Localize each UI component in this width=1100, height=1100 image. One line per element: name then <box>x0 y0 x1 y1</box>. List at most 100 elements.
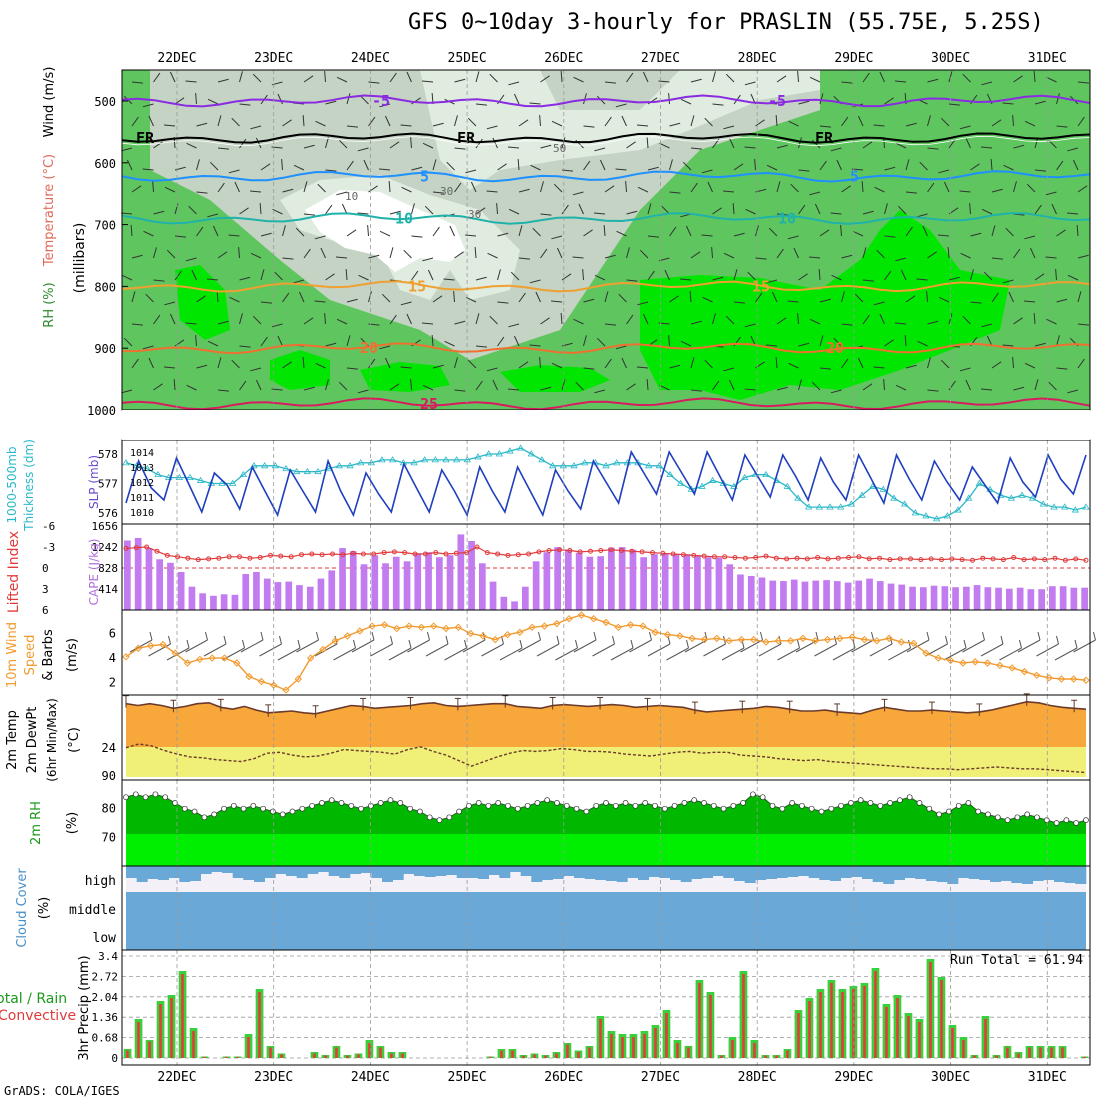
surface-wind-barb-flag <box>260 631 264 641</box>
li-point <box>123 545 129 551</box>
rh2m-point <box>299 805 306 812</box>
wind10m-axis-title-4: (m/s) <box>65 638 80 672</box>
wind-barb <box>615 168 627 171</box>
li-point <box>939 557 944 563</box>
wind-barb <box>1002 279 1014 284</box>
wind-barb <box>252 73 262 83</box>
precip-convective-bar <box>951 1028 954 1058</box>
thickness-point <box>260 462 269 469</box>
wind-barb <box>164 366 176 369</box>
surface-wind-barb <box>943 647 967 661</box>
wind-speed-point <box>134 644 143 652</box>
cloud-high-bar <box>755 866 767 880</box>
rh-contour-label: 30 <box>468 208 481 221</box>
rh2m-point <box>172 800 178 806</box>
wind-barb <box>1077 81 1089 84</box>
cape-bar <box>220 594 228 610</box>
cape-bar <box>436 557 443 610</box>
cape-tick-label: 414 <box>98 583 118 596</box>
wind-barb <box>1034 100 1046 105</box>
surface-wind-barb-flag <box>556 635 560 645</box>
cloud-level-label: middle <box>69 903 116 918</box>
surface-wind-barb-flag <box>760 631 763 641</box>
wind-barb <box>529 279 541 284</box>
wind-speed-point <box>713 634 721 643</box>
precip-convective-bar <box>764 1055 767 1058</box>
wind-barb <box>712 103 724 106</box>
bottom-date-label: 23DEC <box>254 1070 293 1085</box>
wind-barb <box>260 301 272 304</box>
wind-barb <box>217 115 222 127</box>
wind-barb <box>403 249 412 259</box>
wind-barb <box>965 137 971 149</box>
wind-barb <box>207 98 219 105</box>
wind-barb <box>475 103 487 106</box>
wind-barb <box>981 323 993 328</box>
bottom-date-label: 30DEC <box>931 1070 970 1085</box>
wind-barb <box>841 116 849 127</box>
precip-convective-bar <box>599 1019 602 1058</box>
cape-bar <box>156 559 163 610</box>
wind-barb <box>603 224 606 237</box>
rh2m-point <box>691 797 698 803</box>
surface-wind-barb <box>518 639 541 653</box>
top-date-label: 22DEC <box>157 51 196 66</box>
wind-barb <box>207 278 219 281</box>
thickness-point <box>282 464 290 472</box>
wind-barb <box>583 335 587 347</box>
precip-convective-bar <box>654 1028 657 1058</box>
wind-barb <box>578 203 584 215</box>
wind-barb <box>690 389 702 392</box>
wind-barb <box>833 337 842 347</box>
temperature-line <box>125 700 1087 715</box>
cape-bar <box>672 553 680 610</box>
wind-speed-point <box>663 630 672 639</box>
precip-convective-bar <box>522 1055 525 1058</box>
thickness-point <box>570 462 578 469</box>
cape-bar <box>188 586 196 610</box>
wind-barb <box>905 159 910 171</box>
wind-barb <box>357 147 369 152</box>
wind-barb <box>938 169 950 174</box>
rh2m-point <box>887 800 893 806</box>
rh-axis-title: RH (%) <box>42 282 57 327</box>
wind-barb <box>153 383 163 391</box>
wind-barb <box>166 249 176 259</box>
cape-bar <box>640 557 647 610</box>
wind-barb <box>637 186 649 193</box>
wind-speed-point <box>540 622 549 630</box>
rh2m-point <box>573 805 580 812</box>
li-point <box>505 552 511 558</box>
li-point <box>866 556 872 562</box>
wind-tick-label: 4 <box>109 651 116 665</box>
wind-barb <box>1048 381 1057 391</box>
wind-barb <box>647 270 655 281</box>
wind-barb <box>959 190 971 193</box>
surface-wind-barb-flag <box>593 631 597 641</box>
wind-barb <box>231 359 240 369</box>
wind-barb <box>626 210 638 215</box>
wind-barb <box>560 70 563 83</box>
rh2m-point <box>867 800 874 806</box>
rh2m-point <box>387 797 394 803</box>
cloud-high-bar <box>222 866 233 873</box>
wind-barb <box>475 276 487 281</box>
precip-convective-bar <box>665 1013 668 1058</box>
wind-barb <box>983 271 993 281</box>
thickness-tick-label: 576 <box>98 507 118 520</box>
isotherm-line <box>121 94 1091 108</box>
thickness-point <box>378 456 386 463</box>
wind-barb <box>207 340 219 347</box>
wind-barb <box>185 322 197 325</box>
cloud-axis-title: Cloud Cover <box>15 868 30 948</box>
li-point <box>247 555 253 561</box>
cape-bar <box>844 582 852 610</box>
wind-barb <box>532 227 541 237</box>
wind-barb <box>217 147 229 150</box>
cape-bar <box>371 555 379 610</box>
precip-convective-bar <box>676 1043 679 1058</box>
precip-convective-bar <box>269 1047 272 1058</box>
cloud-high-bar <box>680 866 692 882</box>
rh2m-point <box>828 805 835 812</box>
isotherm-line <box>121 397 1091 411</box>
